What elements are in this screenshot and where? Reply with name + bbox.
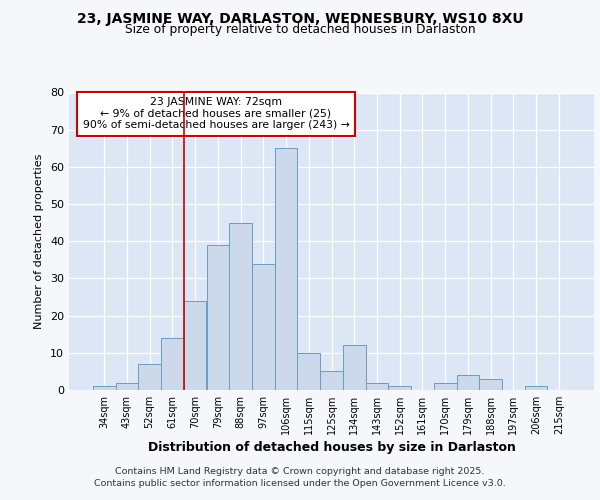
Bar bbox=[434, 382, 457, 390]
Bar bbox=[116, 382, 139, 390]
Y-axis label: Number of detached properties: Number of detached properties bbox=[34, 154, 44, 329]
Bar bbox=[139, 364, 161, 390]
Bar bbox=[524, 386, 547, 390]
Bar bbox=[206, 245, 229, 390]
Bar bbox=[343, 346, 365, 390]
Bar bbox=[93, 386, 116, 390]
Text: 23, JASMINE WAY, DARLASTON, WEDNESBURY, WS10 8XU: 23, JASMINE WAY, DARLASTON, WEDNESBURY, … bbox=[77, 12, 523, 26]
Text: Contains HM Land Registry data © Crown copyright and database right 2025.: Contains HM Land Registry data © Crown c… bbox=[115, 467, 485, 476]
Bar bbox=[298, 353, 320, 390]
Bar bbox=[275, 148, 298, 390]
Bar bbox=[320, 372, 343, 390]
Bar bbox=[229, 222, 252, 390]
X-axis label: Distribution of detached houses by size in Darlaston: Distribution of detached houses by size … bbox=[148, 441, 515, 454]
Bar bbox=[184, 300, 206, 390]
Bar bbox=[479, 379, 502, 390]
Bar bbox=[161, 338, 184, 390]
Bar bbox=[365, 382, 388, 390]
Bar bbox=[388, 386, 411, 390]
Text: 23 JASMINE WAY: 72sqm
← 9% of detached houses are smaller (25)
90% of semi-detac: 23 JASMINE WAY: 72sqm ← 9% of detached h… bbox=[83, 97, 349, 130]
Bar bbox=[252, 264, 275, 390]
Text: Contains public sector information licensed under the Open Government Licence v3: Contains public sector information licen… bbox=[94, 478, 506, 488]
Text: Size of property relative to detached houses in Darlaston: Size of property relative to detached ho… bbox=[125, 24, 475, 36]
Bar bbox=[457, 375, 479, 390]
